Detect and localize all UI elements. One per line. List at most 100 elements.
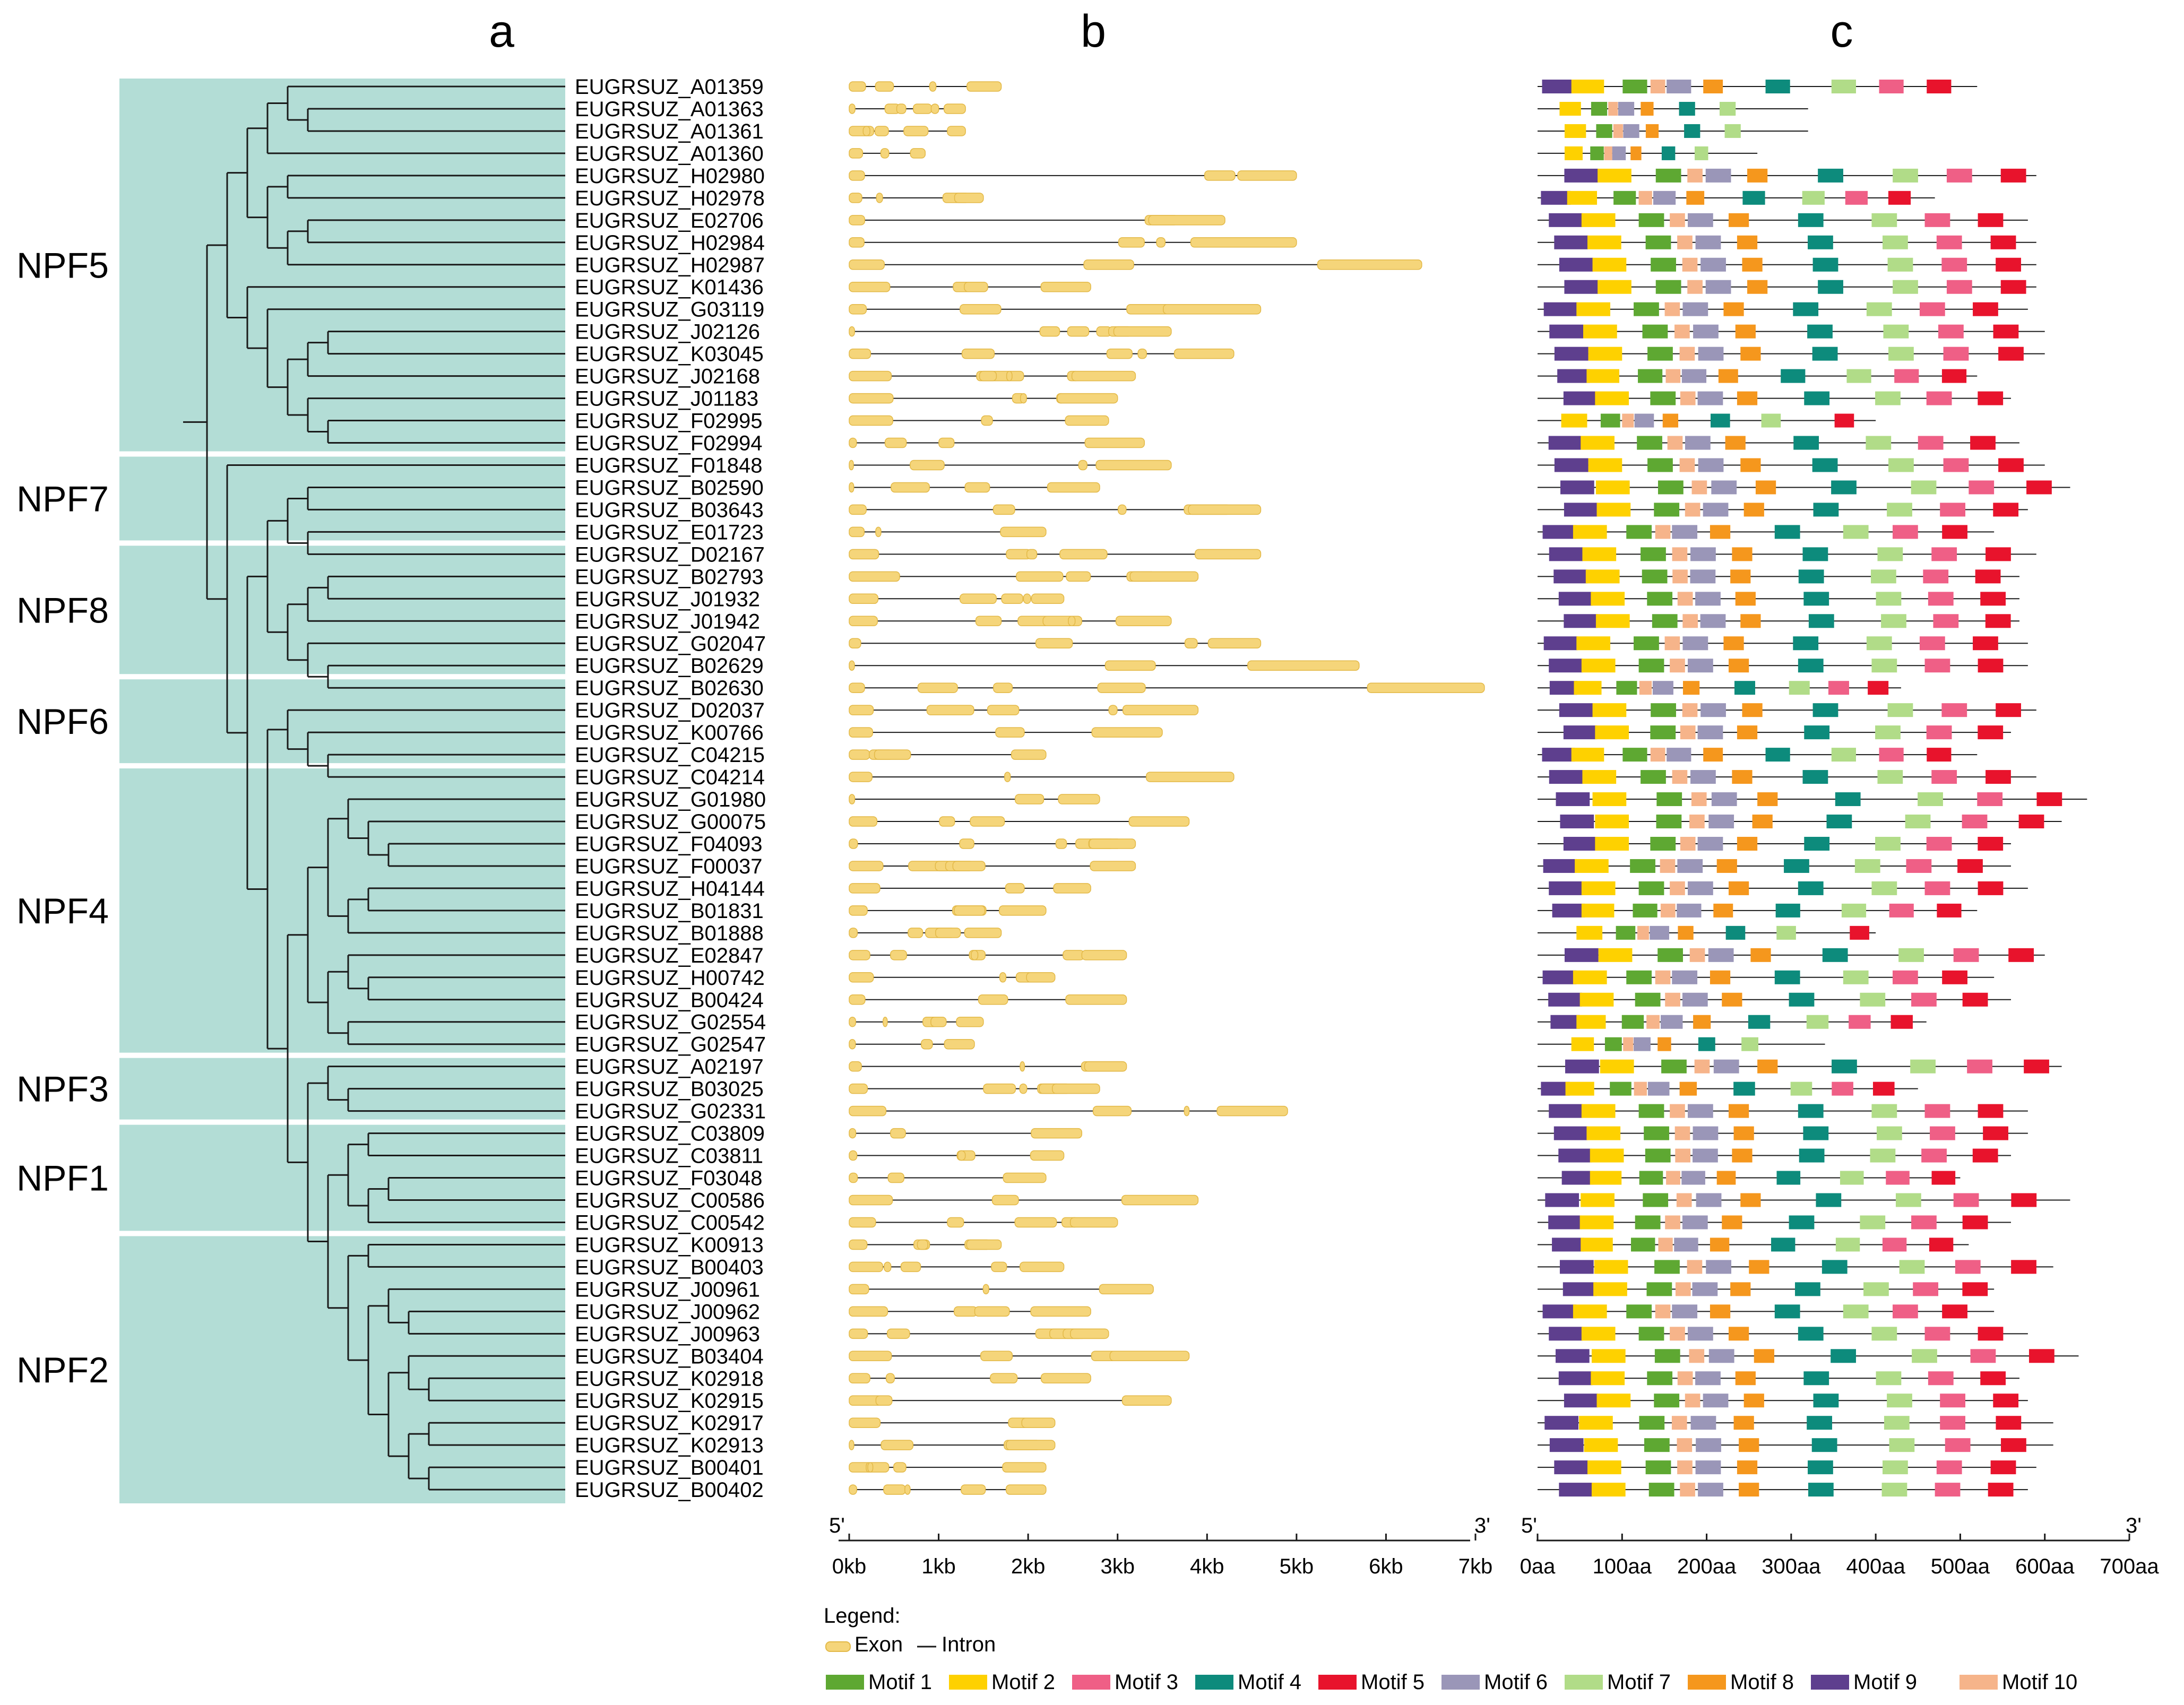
exon-block bbox=[849, 682, 865, 693]
motif-box bbox=[1978, 213, 2004, 227]
motif-box bbox=[1919, 302, 1945, 316]
motif-box bbox=[1808, 1460, 1833, 1475]
motif-box bbox=[1740, 1193, 1761, 1207]
motif-box bbox=[1574, 681, 1602, 695]
exon-block bbox=[849, 215, 865, 226]
exon-block bbox=[1066, 571, 1091, 582]
exon-block bbox=[849, 928, 858, 938]
gene-name: EUGRSUZ_J00962 bbox=[575, 1300, 760, 1323]
motif-box bbox=[1743, 503, 1764, 517]
motif-box bbox=[1884, 1416, 1910, 1430]
motif-box bbox=[1561, 1171, 1594, 1185]
motif-box bbox=[1604, 1037, 1622, 1051]
motif-box bbox=[1705, 280, 1731, 294]
motif-box bbox=[1931, 547, 1957, 561]
scale-c-tick-label: 700aa bbox=[2100, 1555, 2159, 1578]
motif-track bbox=[1538, 836, 2011, 851]
motif-box bbox=[1742, 257, 1763, 272]
motif-box bbox=[1747, 280, 1768, 294]
motif-box bbox=[1803, 1126, 1829, 1140]
panel-label-c: c bbox=[1831, 6, 1853, 57]
gene-name: EUGRSUZ_K00913 bbox=[575, 1233, 764, 1257]
exon-block bbox=[849, 393, 894, 404]
gene-name: EUGRSUZ_B01831 bbox=[575, 899, 764, 923]
motif-box bbox=[1548, 436, 1583, 450]
scale-b-tick-label: 1kb bbox=[921, 1555, 956, 1578]
motif-box bbox=[1542, 1304, 1577, 1319]
gene-name: EUGRSUZ_H02984 bbox=[575, 231, 765, 255]
exon-block bbox=[849, 727, 873, 738]
motif-box bbox=[1877, 547, 1903, 561]
gene-structure bbox=[849, 1038, 975, 1050]
motif-box bbox=[1651, 703, 1676, 717]
motif-track bbox=[1538, 681, 1901, 695]
gene-name: EUGRSUZ_J00961 bbox=[575, 1278, 760, 1301]
motif-track bbox=[1538, 1416, 2053, 1430]
gene-name: EUGRSUZ_J00963 bbox=[575, 1322, 760, 1346]
exon-block bbox=[1011, 749, 1047, 760]
exon-block bbox=[995, 727, 1025, 738]
exon-block bbox=[1026, 549, 1038, 560]
exon-block bbox=[1091, 727, 1163, 738]
motif-box bbox=[1564, 124, 1586, 138]
motif-box bbox=[1911, 992, 1937, 1007]
exon-block bbox=[890, 1128, 906, 1139]
motif-track bbox=[1538, 1015, 1927, 1029]
exon-block bbox=[944, 103, 966, 114]
motif-track bbox=[1538, 1237, 1969, 1252]
scale-c-tick-label: 400aa bbox=[1846, 1555, 1906, 1578]
exon-block bbox=[1019, 1083, 1028, 1094]
exon-block bbox=[1237, 170, 1297, 181]
motif-box bbox=[1541, 191, 1571, 205]
exon-block bbox=[939, 816, 955, 827]
motif-track bbox=[1538, 168, 2036, 183]
motif-box bbox=[1592, 792, 1627, 807]
motif-box bbox=[1918, 792, 1943, 807]
gene-name: EUGRSUZ_C03809 bbox=[575, 1122, 765, 1146]
exon-block bbox=[880, 148, 890, 159]
motif-box bbox=[1582, 547, 1617, 561]
motif-box bbox=[1798, 1104, 1824, 1118]
panel-label-a: a bbox=[489, 6, 514, 57]
gene-name: EUGRSUZ_B00402 bbox=[575, 1478, 764, 1502]
motif-box bbox=[1579, 992, 1614, 1007]
gene-structure bbox=[849, 682, 1485, 693]
gene-structure bbox=[849, 638, 1262, 648]
motif-box bbox=[1654, 503, 1680, 517]
exon-block bbox=[1146, 772, 1235, 782]
motif-box bbox=[1616, 925, 1636, 940]
motif-box bbox=[1831, 748, 1856, 762]
exon-block bbox=[960, 304, 1002, 315]
gene-name: EUGRSUZ_K02915 bbox=[575, 1389, 764, 1413]
motif-box bbox=[1687, 1260, 1703, 1274]
gene-name: EUGRSUZ_G02547 bbox=[575, 1033, 766, 1057]
panel-label-b: b bbox=[1081, 6, 1106, 57]
motif-box bbox=[1906, 859, 1932, 873]
motif-box bbox=[1728, 213, 1749, 227]
motif-box bbox=[1793, 636, 1819, 651]
motif-box bbox=[1993, 503, 2019, 517]
motif-track bbox=[1538, 1460, 2036, 1475]
motif-track bbox=[1538, 1438, 2053, 1452]
motif-box bbox=[1647, 1081, 1670, 1096]
motif-box bbox=[1646, 1015, 1660, 1029]
exon-block bbox=[1068, 616, 1076, 627]
motif-box bbox=[1713, 903, 1733, 918]
motif-box bbox=[1998, 347, 2024, 361]
motif-box bbox=[1728, 659, 1749, 673]
motif-box bbox=[1687, 659, 1713, 673]
motif-box bbox=[1871, 1104, 1897, 1118]
gene-name: EUGRSUZ_H02987 bbox=[575, 254, 765, 277]
motif-box bbox=[1564, 948, 1599, 962]
motif-box bbox=[1698, 347, 1724, 361]
exon-block bbox=[1004, 772, 1011, 782]
gene-name: EUGRSUZ_C04215 bbox=[575, 743, 765, 767]
motif-box bbox=[1586, 1126, 1621, 1140]
gene-structure bbox=[849, 1239, 1002, 1250]
gene-name: EUGRSUZ_J02126 bbox=[575, 321, 760, 344]
motif-box bbox=[1728, 1327, 1749, 1341]
exon-block bbox=[849, 504, 867, 515]
exon-block bbox=[862, 126, 870, 136]
motif-box bbox=[1693, 1126, 1719, 1140]
